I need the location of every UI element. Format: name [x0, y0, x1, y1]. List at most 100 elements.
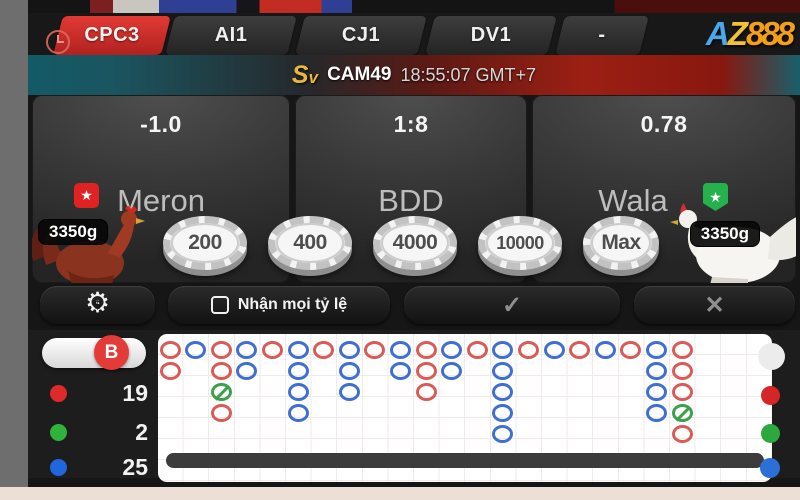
- close-icon: ✕: [704, 291, 725, 319]
- wala-odds: 0.78: [640, 111, 688, 137]
- edge-panel-red-dot[interactable]: [761, 386, 780, 405]
- bead-wala-win: [287, 383, 309, 401]
- wala-weight-badge: 3350g: [689, 221, 760, 247]
- chip-10000[interactable]: 10000: [478, 216, 562, 278]
- bead-meron-win: [466, 341, 488, 359]
- accept-all-checkbox[interactable]: [210, 296, 229, 314]
- chip-4000[interactable]: 4000: [373, 216, 457, 278]
- bead-grid[interactable]: [158, 334, 772, 482]
- draw-count: 2: [135, 419, 148, 445]
- bdd-odds: 1:8: [393, 111, 429, 137]
- tab-dv1[interactable]: DV1: [425, 16, 557, 55]
- edge-panel-green-dot[interactable]: [761, 424, 780, 443]
- bead-meron-win: [313, 341, 335, 359]
- chip-400[interactable]: 400: [268, 216, 352, 278]
- chip-inner-ring: [591, 223, 651, 263]
- bead-meron-win: [210, 404, 232, 422]
- bead-meron-win: [159, 362, 181, 380]
- bead-draw: [671, 404, 693, 422]
- wala-bet-panel[interactable]: 0.78 ★ Wala 3350g: [532, 95, 796, 283]
- chip-label: 4000: [392, 231, 438, 254]
- results-roadmap: B 19 2 25: [28, 330, 800, 482]
- chip-inner-ring: [276, 223, 344, 263]
- chip-inner-ring: [381, 223, 449, 263]
- bead-meron-win: [620, 341, 642, 359]
- wala-win-count: 25: [122, 454, 148, 480]
- meron-bet-panel[interactable]: -1.0 ★ Meron 3350g: [32, 95, 290, 283]
- tab-cj1[interactable]: CJ1: [295, 16, 427, 55]
- tab-label: CJ1: [341, 24, 381, 46]
- bead-wala-win: [389, 362, 411, 380]
- bet-settings-button[interactable]: ⚙ $: [40, 286, 155, 324]
- bead-meron-win: [364, 341, 386, 359]
- bead-meron-win: [261, 341, 283, 359]
- bead-wala-win: [492, 425, 514, 443]
- cancel-bet-button[interactable]: ✕: [634, 286, 795, 324]
- meron-win-count: 19: [122, 380, 148, 406]
- chip-label: Max: [601, 231, 641, 254]
- bead-wala-win: [236, 362, 258, 380]
- bead-wala-win: [338, 362, 360, 380]
- bead-wala-win: [543, 341, 565, 359]
- checkmark-icon: ✓: [501, 291, 523, 319]
- bead-wala-win: [287, 341, 309, 359]
- arena-tabbar: CPC3 AI1 CJ1 DV1 - A Z 888: [28, 13, 800, 55]
- bead-wala-win: [441, 362, 463, 380]
- bead-draw: [210, 383, 232, 401]
- camera-label: CAM49: [327, 64, 392, 85]
- clock-icon: [46, 30, 70, 54]
- bead-wala-win: [645, 383, 667, 401]
- bead-meron-win: [671, 362, 693, 380]
- draw-slash-mark: [214, 385, 229, 401]
- bead-wala-win: [441, 341, 463, 359]
- chip-200[interactable]: 200: [163, 216, 247, 278]
- chip-label: 400: [293, 231, 327, 254]
- bead-meron-win: [415, 362, 437, 380]
- wala-legend-dot: [50, 459, 67, 476]
- bead-wala-win: [594, 341, 616, 359]
- camera-time: 18:55:07 GMT+7: [400, 64, 537, 85]
- bead-wala-win: [645, 362, 667, 380]
- chip-label: 10000: [496, 232, 544, 253]
- betting-widget: CPC3 AI1 CJ1 DV1 - A Z 888 Sv CAM49: [28, 0, 800, 487]
- chip-inner-ring: [486, 223, 554, 263]
- logo-letter-a: A: [705, 15, 730, 52]
- bdd-label: BDD: [378, 183, 444, 218]
- dollar-gear-icon: ⚙ $: [84, 287, 111, 318]
- tab-cpc3[interactable]: CPC3: [53, 16, 171, 55]
- edge-panel-blue-dot[interactable]: [760, 458, 780, 478]
- bead-wala-win: [338, 341, 360, 359]
- bead-wala-win: [645, 341, 667, 359]
- accept-all-odds-button[interactable]: Nhận mọi tỷ lệ: [168, 286, 390, 324]
- bead-wala-win: [236, 341, 258, 359]
- az888-logo: A Z 888: [705, 13, 795, 55]
- bead-wala-win: [287, 362, 309, 380]
- tab-dash[interactable]: -: [555, 16, 649, 55]
- bead-road-button[interactable]: B: [94, 335, 129, 370]
- cam-banner: Sv CAM49 18:55:07 GMT+7: [28, 55, 800, 95]
- bead-meron-win: [671, 383, 693, 401]
- bead-meron-win: [569, 341, 591, 359]
- tab-ai1[interactable]: AI1: [165, 16, 297, 55]
- top-banner-strip: [28, 0, 800, 13]
- edge-panel-white-button[interactable]: [758, 343, 785, 370]
- draw-slash-mark: [674, 406, 690, 422]
- logo-888: 888: [745, 15, 795, 52]
- bead-meron-win: [671, 425, 693, 443]
- confirm-bet-button[interactable]: ✓: [404, 286, 620, 324]
- logo-letter-z: Z: [727, 15, 748, 52]
- bead-wala-win: [645, 404, 667, 422]
- chip-label: 200: [188, 231, 222, 254]
- chip-inner-ring: [171, 223, 239, 263]
- bead-wala-win: [338, 383, 360, 401]
- bead-wala-win: [185, 341, 207, 359]
- bead-meron-win: [210, 341, 232, 359]
- accept-all-label: Nhận mọi tỷ lệ: [237, 296, 348, 313]
- roadmap-scrollbar[interactable]: [166, 453, 764, 468]
- chip-max[interactable]: Max: [583, 216, 659, 278]
- roadmap-view-toggle[interactable]: B: [42, 335, 146, 370]
- bead-wala-win: [492, 362, 514, 380]
- chip-row: 200 400 4000 10000 Max: [163, 216, 659, 278]
- bead-meron-win: [415, 341, 437, 359]
- tab-label: CPC3: [84, 24, 140, 46]
